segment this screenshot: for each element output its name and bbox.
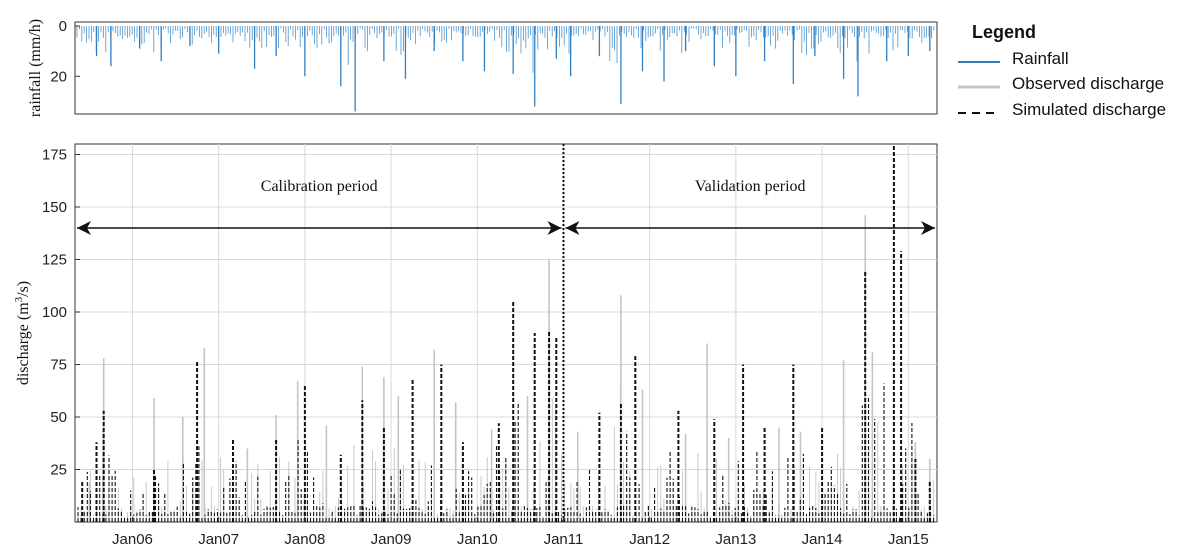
discharge-y-tick-label: 125 [42, 252, 67, 269]
rainfall-y-ticks: 0 20 [50, 18, 80, 85]
rainfall-y-tick-label: 20 [50, 68, 67, 85]
period-annotations: Calibration period Validation period [77, 178, 935, 235]
discharge-x-tick-label: Jan07 [198, 531, 239, 548]
legend-label-simulated: Simulated discharge [1012, 100, 1166, 119]
discharge-y-tick-label: 50 [50, 409, 67, 426]
discharge-x-tick-label: Jan15 [888, 531, 929, 548]
discharge-x-tick-label: Jan13 [715, 531, 756, 548]
discharge-y-tick-label: 75 [50, 357, 67, 374]
simulated-discharge-series [77, 144, 935, 522]
period-arrow-head-left [77, 221, 91, 235]
rainfall-plot-area [74, 21, 938, 115]
rainfall-bars [76, 26, 935, 112]
discharge-grid [75, 144, 937, 522]
legend-label-observed: Observed discharge [1012, 74, 1164, 93]
discharge-y-tick-label: 150 [42, 199, 67, 216]
discharge-x-tick-label: Jan10 [457, 531, 498, 548]
discharge-y-axis-label: discharge (m3/s) [13, 281, 32, 385]
rainfall-y-tick-label: 0 [59, 18, 67, 35]
discharge-x-tick-label: Jan08 [284, 531, 325, 548]
calibration-period-label: Calibration period [261, 178, 378, 195]
discharge-panel: Calibration period Validation period 25 5… [13, 143, 938, 548]
rainfall-panel: 0 20 rainfall (mm/h) [27, 18, 938, 117]
legend: Legend Rainfall Observed discharge Simul… [958, 22, 1166, 119]
discharge-y-tick-label: 100 [42, 304, 67, 321]
legend-label-rainfall: Rainfall [1012, 49, 1069, 68]
period-arrow-head-right [921, 221, 935, 235]
discharge-x-tick-label: Jan12 [629, 531, 670, 548]
discharge-y-ticks: 25 50 75 100 125 150 175 [42, 147, 80, 479]
discharge-x-ticks: Jan06 Jan07 Jan08 Jan09 Jan10 Jan11 Jan12 Jan13… [112, 517, 929, 548]
validation-period-label: Validation period [695, 178, 806, 195]
discharge-x-tick-label: Jan11 [544, 531, 584, 548]
discharge-x-tick-label: Jan06 [112, 531, 153, 548]
discharge-y-tick-label: 25 [50, 462, 67, 479]
discharge-y-tick-label: 175 [42, 147, 67, 164]
discharge-x-tick-label: Jan09 [371, 531, 412, 548]
rainfall-y-axis-label: rainfall (mm/h) [27, 19, 44, 117]
period-arrow-head-right [547, 221, 562, 235]
discharge-x-tick-label: Jan14 [802, 531, 843, 548]
legend-title: Legend [972, 22, 1036, 42]
period-arrow-head-left [565, 221, 580, 235]
